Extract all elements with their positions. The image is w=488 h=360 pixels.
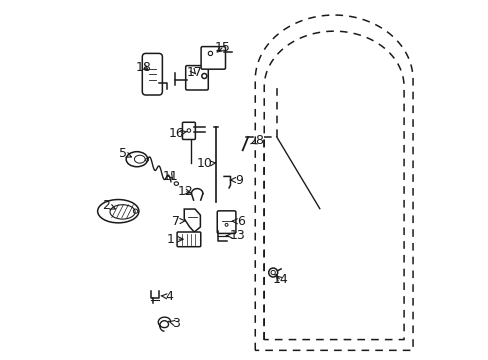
- Text: 9: 9: [230, 174, 243, 186]
- FancyBboxPatch shape: [217, 211, 235, 233]
- Text: 10: 10: [197, 157, 215, 170]
- Text: 2: 2: [102, 199, 115, 212]
- Polygon shape: [184, 209, 200, 232]
- Ellipse shape: [98, 199, 139, 223]
- FancyBboxPatch shape: [177, 232, 201, 247]
- Text: 8: 8: [250, 134, 263, 147]
- Text: 15: 15: [215, 41, 230, 54]
- Ellipse shape: [268, 268, 277, 277]
- FancyBboxPatch shape: [201, 46, 225, 69]
- Ellipse shape: [126, 152, 147, 167]
- Text: 13: 13: [226, 229, 244, 242]
- Text: 3: 3: [168, 317, 180, 330]
- Text: 16: 16: [168, 127, 186, 140]
- Text: 17: 17: [186, 66, 202, 79]
- Text: 1: 1: [167, 233, 183, 246]
- Text: 14: 14: [272, 273, 287, 286]
- FancyBboxPatch shape: [185, 66, 208, 90]
- Text: 18: 18: [136, 60, 152, 73]
- Text: 7: 7: [172, 215, 184, 228]
- Text: 4: 4: [161, 290, 173, 303]
- Text: 6: 6: [232, 215, 244, 228]
- Text: 5: 5: [118, 147, 131, 159]
- Text: 12: 12: [177, 185, 193, 198]
- FancyBboxPatch shape: [142, 53, 162, 95]
- FancyBboxPatch shape: [182, 122, 195, 139]
- Text: 11: 11: [163, 170, 179, 183]
